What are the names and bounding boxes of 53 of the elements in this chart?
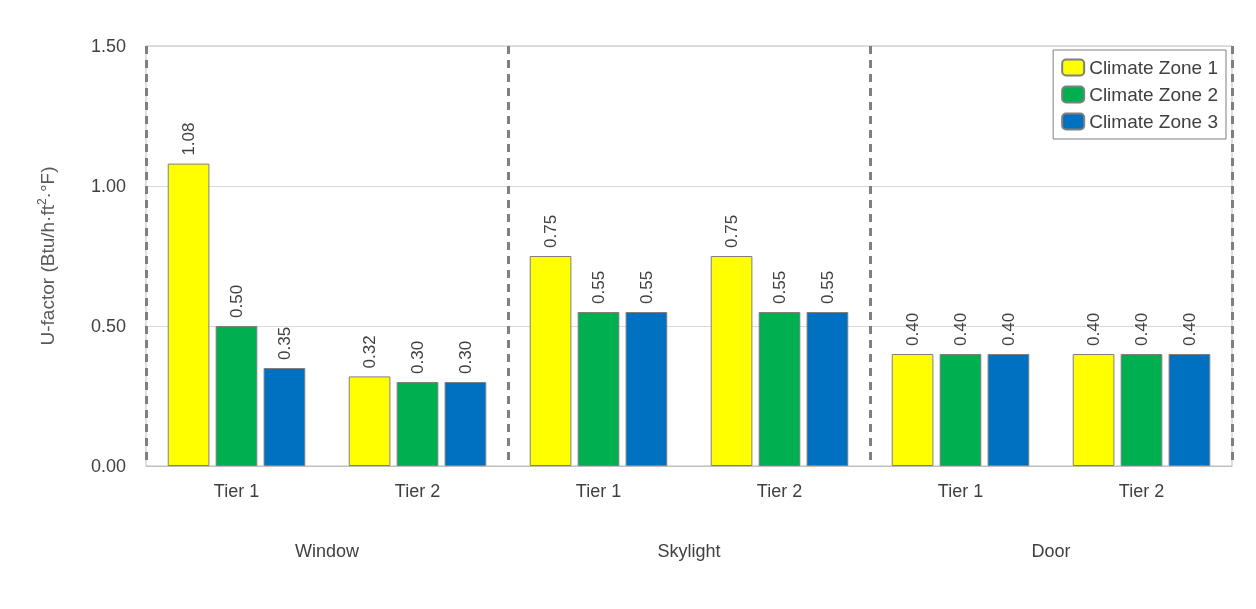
bar bbox=[215, 326, 258, 466]
bar bbox=[806, 312, 849, 466]
data-label: 0.30 bbox=[455, 340, 475, 374]
bar bbox=[263, 368, 306, 466]
data-label: 1.08 bbox=[179, 122, 199, 156]
bar bbox=[1168, 354, 1211, 466]
data-label: 0.55 bbox=[770, 270, 789, 304]
x-tick-label: Tier 1 bbox=[575, 481, 622, 501]
data-label: 0.40 bbox=[1179, 312, 1199, 346]
y-tick-label: 0.50 bbox=[90, 316, 126, 336]
x-tick-label: Tier 2 bbox=[394, 481, 441, 501]
data-label: 0.55 bbox=[589, 270, 608, 304]
data-label: 0.40 bbox=[1084, 312, 1104, 346]
bar bbox=[167, 163, 210, 466]
legend-label: Climate Zone 3 bbox=[1089, 111, 1219, 132]
data-label: 0.40 bbox=[998, 312, 1018, 346]
data-label: 0.40 bbox=[1132, 312, 1151, 346]
x-tick-label: Tier 1 bbox=[213, 481, 260, 501]
data-label: 0.32 bbox=[360, 335, 380, 369]
data-label: 0.30 bbox=[408, 340, 427, 374]
bar bbox=[577, 312, 620, 466]
legend-label: Climate Zone 1 bbox=[1089, 57, 1219, 78]
bar bbox=[891, 354, 934, 466]
bar bbox=[939, 354, 982, 466]
data-label: 0.50 bbox=[227, 284, 246, 318]
bar bbox=[396, 382, 439, 466]
x-tick-label: Tier 2 bbox=[1118, 481, 1165, 501]
bar bbox=[758, 312, 801, 466]
text: Skylight bbox=[657, 541, 721, 561]
bar bbox=[1120, 354, 1163, 466]
y-tick-label: 1.50 bbox=[90, 36, 126, 56]
bar bbox=[444, 382, 487, 466]
legend-label: Climate Zone 2 bbox=[1089, 84, 1219, 105]
x-tick-label: Tier 2 bbox=[756, 481, 803, 501]
bar bbox=[1072, 354, 1115, 466]
data-label: 0.40 bbox=[951, 312, 970, 346]
data-label: 0.75 bbox=[722, 214, 742, 248]
y-axis-title: U-factor (Btu/h·ft2·°F) bbox=[35, 166, 58, 346]
text: Window bbox=[294, 541, 360, 561]
bar bbox=[625, 312, 668, 466]
x-tick-label: Tier 1 bbox=[937, 481, 984, 501]
bar bbox=[348, 376, 391, 466]
data-label: 0.55 bbox=[636, 270, 656, 304]
data-label: 0.35 bbox=[274, 326, 294, 360]
bar bbox=[710, 256, 753, 466]
data-label: 0.75 bbox=[541, 214, 561, 248]
data-label: 0.40 bbox=[903, 312, 923, 346]
data-label: 0.55 bbox=[817, 270, 837, 304]
bar bbox=[529, 256, 572, 466]
y-tick-label: 0.00 bbox=[90, 456, 126, 476]
y-tick-label: 1.00 bbox=[90, 176, 126, 196]
bar bbox=[987, 354, 1030, 466]
text: Door bbox=[1031, 541, 1071, 561]
